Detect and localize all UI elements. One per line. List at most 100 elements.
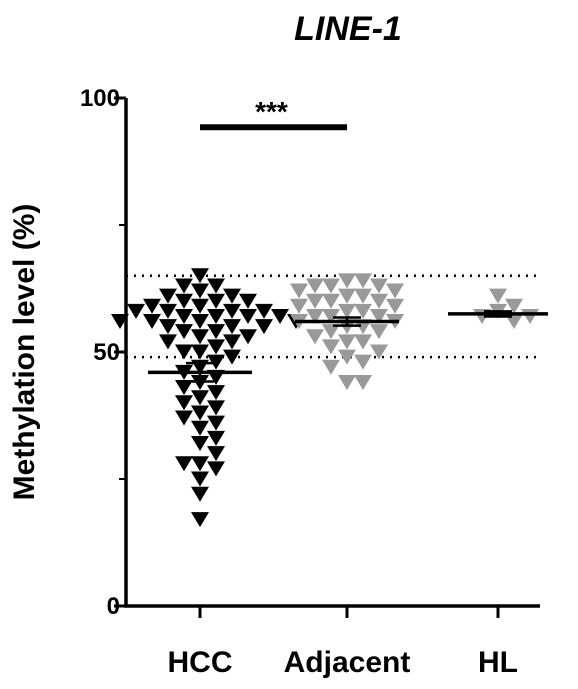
data-point: [290, 298, 308, 314]
data-point: [191, 344, 209, 360]
data-point: [175, 278, 193, 294]
y-axis-label: Methylation level (%): [8, 204, 41, 501]
data-point: [223, 303, 241, 319]
data-point: [322, 278, 340, 294]
data-point: [207, 446, 225, 462]
data-point: [175, 410, 193, 426]
data-point: [191, 435, 209, 451]
data-point: [207, 430, 225, 446]
data-point: [191, 405, 209, 421]
data-point: [370, 278, 388, 294]
data-point: [207, 278, 225, 294]
data-point: [505, 314, 523, 330]
data-point: [223, 319, 241, 335]
y-tick-label: 50: [93, 339, 120, 366]
data-point: [370, 344, 388, 360]
data-point: [370, 293, 388, 309]
data-point: [191, 471, 209, 487]
data-point: [191, 283, 209, 299]
mean-bars: [148, 310, 548, 383]
data-point: [370, 324, 388, 340]
data-point: [505, 298, 523, 314]
data-point: [354, 273, 372, 289]
data-point: [370, 308, 388, 324]
data-point: [191, 298, 209, 314]
data-point: [207, 324, 225, 340]
significance-label: ***: [255, 96, 288, 127]
data-point: [290, 283, 308, 299]
data-point: [191, 314, 209, 330]
chart-title: LINE-1: [294, 10, 402, 48]
data-point: [111, 314, 129, 330]
data-point: [207, 354, 225, 370]
data-point: [338, 288, 356, 304]
data-point: [175, 308, 193, 324]
x-tick-label: Adjacent: [284, 646, 411, 679]
data-point: [175, 324, 193, 340]
data-point: [489, 288, 507, 304]
data-point: [143, 314, 161, 330]
y-axis: 0 50 100: [80, 85, 128, 620]
data-point: [338, 273, 356, 289]
data-point: [521, 308, 539, 324]
data-point: [338, 374, 356, 390]
data-point: [386, 298, 404, 314]
x-tick-label: HL: [478, 646, 518, 679]
data-point: [159, 303, 177, 319]
data-point: [207, 461, 225, 477]
data-point: [322, 339, 340, 355]
data-point: [322, 293, 340, 309]
data-point: [386, 283, 404, 299]
y-tick-label: 0: [107, 593, 120, 620]
data-point: [175, 380, 193, 396]
data-point: [338, 303, 356, 319]
data-point: [354, 374, 372, 390]
data-point: [271, 308, 289, 324]
data-point: [159, 319, 177, 335]
data-point: [354, 334, 372, 350]
x-tick-label: HCC: [168, 646, 233, 679]
data-point: [322, 359, 340, 375]
data-point: [354, 288, 372, 304]
data-point: [338, 349, 356, 365]
data-point: [191, 486, 209, 502]
data-point: [191, 512, 209, 528]
data-point: [306, 293, 324, 309]
significance-annotation: ***: [200, 96, 347, 131]
data-point: [175, 456, 193, 472]
data-point: [207, 293, 225, 309]
data-point: [322, 324, 340, 340]
data-point: [306, 329, 324, 345]
data-point: [223, 334, 241, 350]
data-point: [191, 420, 209, 436]
data-point: [354, 354, 372, 370]
y-tick-label: 100: [80, 85, 120, 112]
data-point: [207, 415, 225, 431]
data-point: [191, 390, 209, 406]
data-point: [175, 395, 193, 411]
data-point: [127, 303, 145, 319]
reference-lines: [126, 274, 540, 359]
data-point: [239, 329, 257, 345]
data-points: [111, 268, 539, 528]
data-point: [175, 293, 193, 309]
data-point: [143, 298, 161, 314]
data-point: [306, 278, 324, 294]
data-point: [207, 339, 225, 355]
data-point: [223, 349, 241, 365]
data-point: [239, 293, 257, 309]
data-point: [223, 288, 241, 304]
data-point: [207, 385, 225, 401]
data-point: [191, 456, 209, 472]
data-point: [239, 308, 257, 324]
data-point: [175, 344, 193, 360]
data-point: [354, 303, 372, 319]
data-point: [191, 268, 209, 284]
data-point: [255, 319, 273, 335]
data-point: [191, 329, 209, 345]
data-point: [207, 400, 225, 416]
x-axis: HCC Adjacent HL: [124, 604, 540, 679]
data-point: [322, 308, 340, 324]
data-point: [207, 308, 225, 324]
